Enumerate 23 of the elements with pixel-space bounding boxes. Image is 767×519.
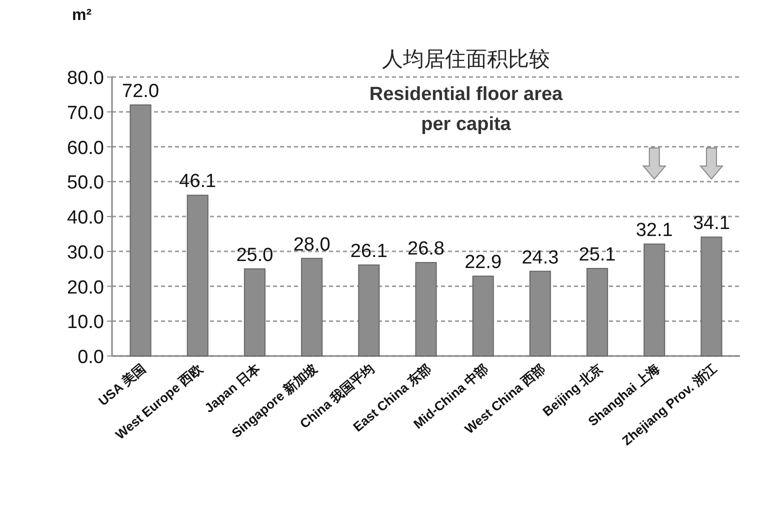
y-tick-label: 40.0 <box>67 208 104 228</box>
y-tick-label: 0.0 <box>78 347 104 368</box>
y-tick-label: 10.0 <box>67 312 104 334</box>
data-label: 28.0 <box>293 234 330 256</box>
data-label: 26.8 <box>408 238 444 260</box>
subtitle: Residential floor area per capita <box>369 84 563 135</box>
y-tick-label: 60.0 <box>67 138 104 159</box>
data-label: 25.1 <box>578 244 616 266</box>
data-label: 24.3 <box>522 247 559 268</box>
y-axis-title: m² <box>72 7 92 24</box>
data-label: 32.1 <box>636 220 673 242</box>
data-label: 22.9 <box>464 252 502 274</box>
y-tick-label: 80.0 <box>67 68 104 89</box>
y-tick-label: 50.0 <box>67 172 104 194</box>
chart-title: 人均居住面积比较 <box>382 48 550 71</box>
y-tick-label: 30.0 <box>67 242 104 264</box>
y-tick-label: 20.0 <box>67 277 104 298</box>
data-label: 72.0 <box>122 80 160 102</box>
data-label: 34.1 <box>692 213 730 234</box>
data-label: 26.1 <box>350 240 388 262</box>
y-tick-label: 70.0 <box>67 102 104 124</box>
data-label: 46.1 <box>179 171 216 192</box>
data-label: 25.0 <box>236 244 274 266</box>
